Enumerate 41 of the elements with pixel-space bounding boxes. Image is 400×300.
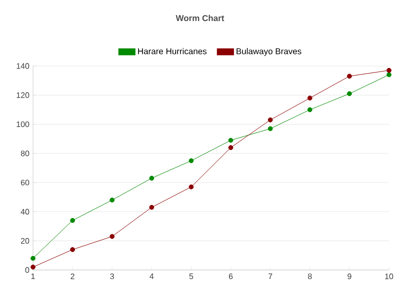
point: [110, 198, 115, 202]
y-tick-label: 100: [16, 121, 30, 128]
point: [346, 91, 352, 96]
point: [346, 74, 352, 79]
y-tick-label: 80: [20, 150, 30, 156]
legend-label: Bulawayo Braves: [236, 48, 302, 56]
x-tick-label: 3: [110, 274, 114, 280]
x-tick-label: 5: [189, 274, 194, 280]
x-tick-label: 6: [228, 274, 233, 280]
point: [228, 138, 234, 143]
legend-label: Harare Hurricanes: [138, 48, 207, 54]
point: [149, 176, 154, 181]
point: [30, 256, 36, 261]
point: [268, 117, 273, 122]
y-tick-label: 60: [20, 180, 30, 186]
point: [268, 126, 273, 132]
x-tick-label: 1: [31, 274, 35, 280]
point: [188, 158, 194, 164]
y-tick-label: 120: [16, 92, 30, 98]
x-tick-label: 9: [348, 274, 352, 280]
y-tick-label: 0: [25, 267, 30, 273]
point: [307, 96, 312, 100]
point: [188, 184, 194, 190]
point: [70, 218, 76, 223]
x-tick-label: 7: [268, 274, 272, 280]
x-tick-label: 2: [70, 274, 74, 280]
point: [386, 72, 392, 78]
y-tick-label: 20: [20, 238, 30, 244]
point: [386, 68, 392, 73]
y-tick-label: 40: [20, 208, 30, 215]
y-tick-label: 140: [16, 63, 30, 69]
point: [149, 204, 154, 210]
x-tick-label: 8: [308, 274, 312, 280]
chart-title: Worm Chart: [176, 14, 224, 22]
x-tick-label: 4: [150, 274, 154, 280]
point: [110, 234, 115, 239]
point: [70, 247, 76, 252]
x-tick-label: 10: [385, 274, 394, 280]
point: [307, 107, 312, 112]
point: [228, 145, 234, 150]
point: [30, 264, 36, 270]
